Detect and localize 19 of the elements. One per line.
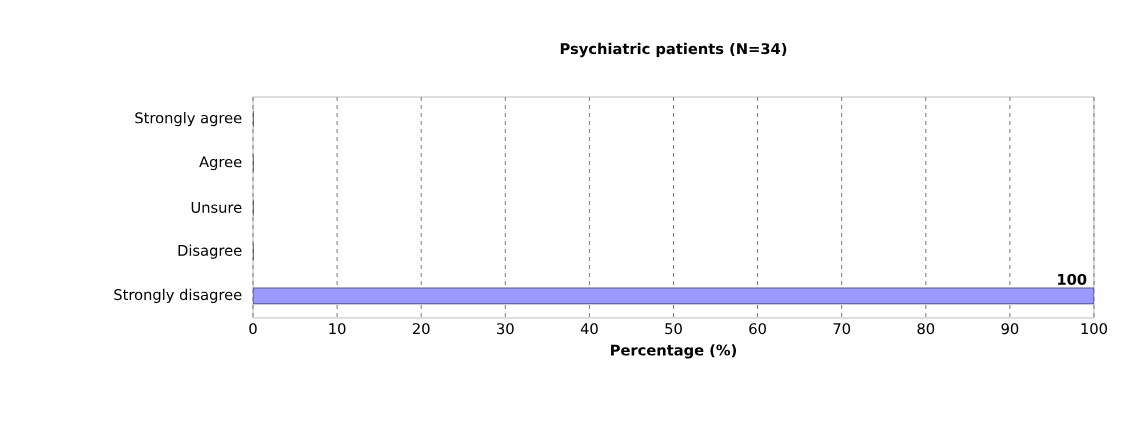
x-tick-label: 90 [1001, 323, 1019, 335]
x-axis-title: Percentage (%) [611, 344, 737, 359]
x-tick-label: 80 [917, 323, 935, 335]
chart-title: Psychiatric patients (N=34) [560, 42, 787, 58]
x-tick-label: 100 [1081, 323, 1107, 335]
y-tick-label: Agree [199, 156, 242, 171]
x-tick-label: 60 [749, 323, 766, 335]
y-tick-label: Unsure [191, 202, 242, 213]
x-tick-label: 30 [497, 323, 514, 335]
x-tick-label: 50 [665, 323, 682, 335]
y-tick-label: Strongly agree [135, 112, 242, 127]
data-label: 100 [1058, 273, 1087, 285]
y-tick-label: Disagree [178, 244, 242, 259]
x-tick-label: 70 [833, 323, 851, 335]
x-tick-label: 0 [249, 323, 257, 335]
x-tick-label: 40 [580, 323, 598, 335]
y-tick-label: Strongly disagree [114, 288, 242, 303]
x-tick-label: 10 [329, 323, 346, 335]
x-tick-label: 20 [412, 323, 430, 335]
